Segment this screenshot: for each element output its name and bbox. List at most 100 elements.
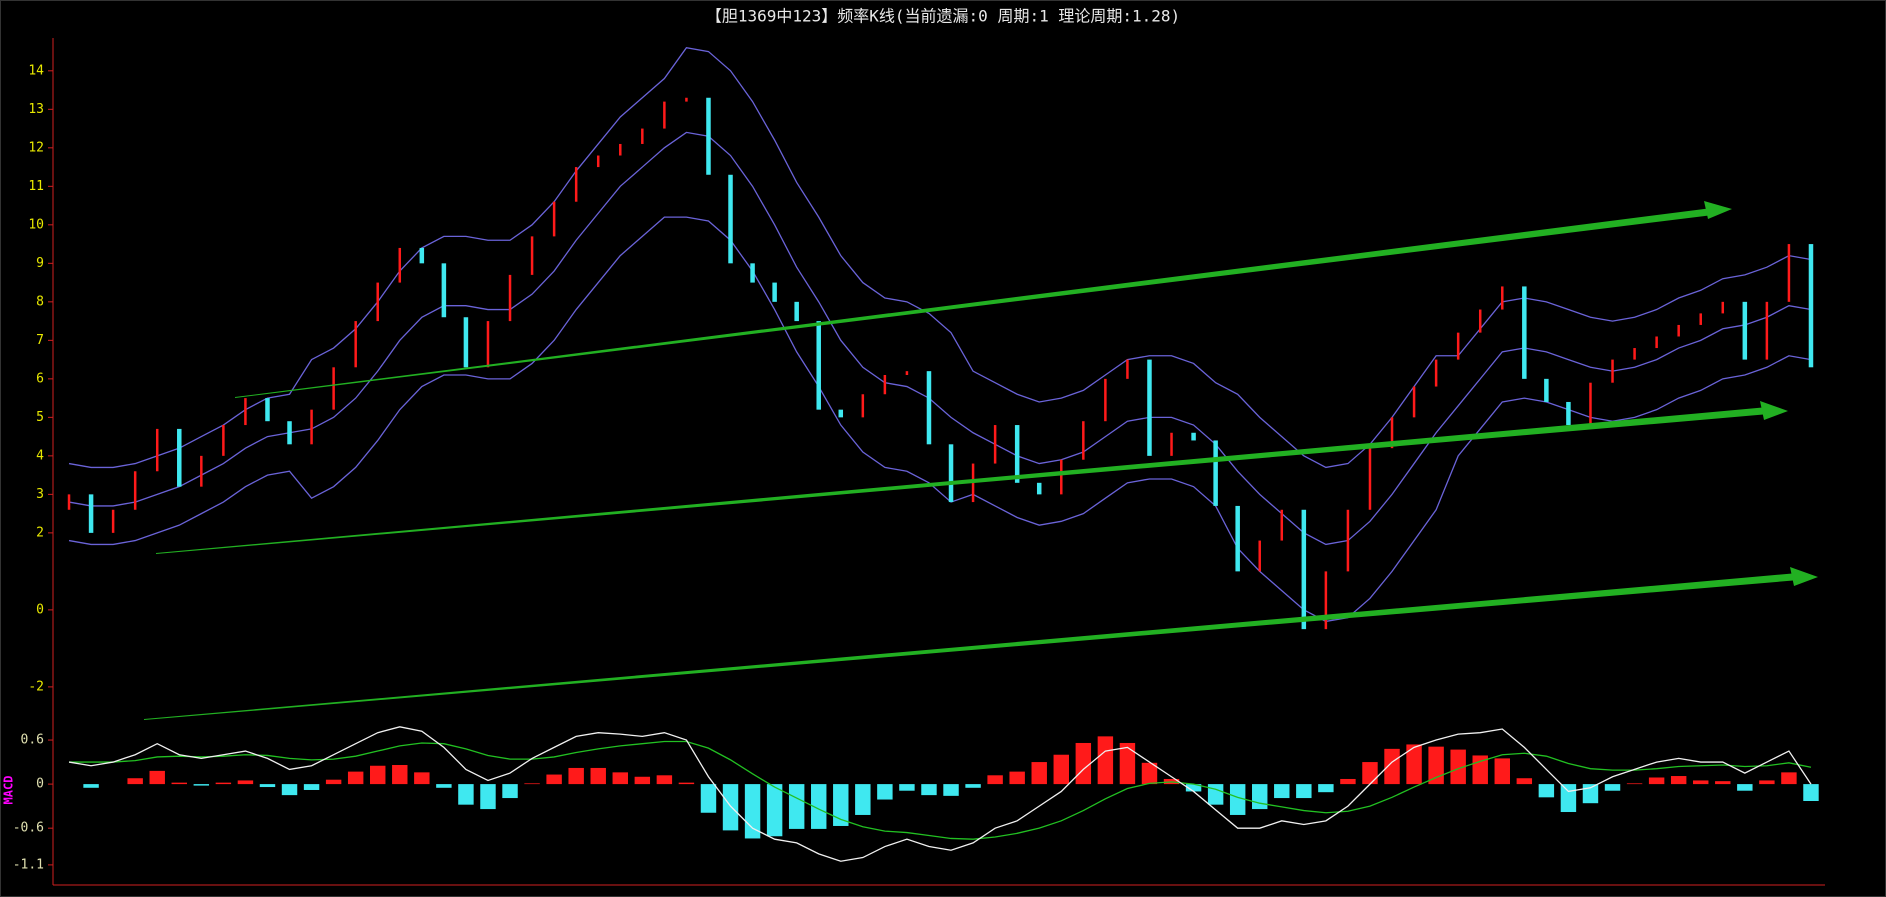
- histogram-bar: [414, 772, 430, 785]
- y-tick-label: 9: [36, 256, 44, 271]
- y-tick-label: 5: [36, 410, 44, 425]
- histogram-bar: [127, 778, 143, 785]
- histogram-bar: [1538, 784, 1555, 798]
- candle: [993, 425, 997, 464]
- histogram-bar: [1560, 784, 1577, 813]
- histogram-bar: [833, 784, 849, 826]
- candle: [685, 97, 688, 102]
- candle: [1014, 425, 1020, 483]
- candle: [1036, 482, 1042, 495]
- histogram-bar: [458, 784, 474, 805]
- y-tick-label: 4: [36, 448, 44, 463]
- histogram-bar: [1274, 784, 1290, 799]
- line: [68, 46, 1812, 469]
- candle: [728, 174, 733, 264]
- candle: [926, 371, 932, 445]
- histogram-bar: [370, 765, 386, 785]
- candle: [574, 167, 578, 202]
- histogram-bar: [811, 784, 827, 829]
- candle: [1412, 386, 1416, 418]
- histogram-bar: [392, 765, 408, 785]
- candle: [1301, 509, 1307, 630]
- chart-title: 【胆1369中123】频率K线(当前遗漏:0 周期:1 理论周期:1.28): [706, 7, 1180, 26]
- histogram-bar: [1362, 762, 1378, 785]
- histogram-bar: [921, 784, 937, 796]
- histogram-bar: [1119, 742, 1136, 785]
- candle: [838, 409, 844, 418]
- histogram-bar: [1075, 742, 1092, 785]
- y-tick-label: -0.6: [13, 821, 44, 836]
- candle: [794, 301, 799, 322]
- histogram-bar: [1715, 781, 1731, 785]
- candle: [1191, 432, 1196, 441]
- y-tick-label: 12: [28, 140, 44, 155]
- arrow-head: [1704, 201, 1732, 219]
- candle: [1324, 571, 1328, 630]
- y-tick-label: 13: [28, 102, 44, 117]
- histogram-bar: [1009, 771, 1025, 785]
- histogram-bar: [656, 775, 673, 785]
- candle: [1368, 448, 1372, 510]
- candle: [486, 321, 490, 368]
- histogram-bar: [1494, 758, 1510, 785]
- y-tick-label: 8: [36, 294, 44, 309]
- histogram-bar: [1185, 784, 1202, 792]
- histogram-bar: [1318, 784, 1334, 793]
- candle: [376, 282, 379, 322]
- histogram-bar: [1428, 746, 1444, 785]
- trend-arrow: [144, 573, 1799, 720]
- candle: [244, 398, 247, 426]
- candle: [1280, 509, 1284, 541]
- histogram-bar: [1670, 776, 1687, 785]
- histogram-bar: [1759, 780, 1775, 785]
- y-tick-label: 10: [28, 217, 44, 232]
- candle: [1765, 301, 1769, 360]
- histogram-bar: [788, 784, 805, 829]
- candle: [1522, 286, 1527, 379]
- candle: [1104, 378, 1107, 422]
- histogram-bar: [1604, 784, 1621, 791]
- candle: [88, 494, 94, 533]
- candle: [1126, 359, 1129, 379]
- histogram-bar: [766, 784, 783, 837]
- histogram-bar: [303, 784, 320, 790]
- y-tick-label: -2: [28, 679, 44, 694]
- candle: [1170, 432, 1173, 456]
- candle: [1699, 313, 1702, 325]
- histogram-bar: [524, 783, 540, 785]
- candle: [772, 282, 777, 302]
- y-tick-label: 11: [28, 179, 44, 194]
- candle: [133, 471, 137, 510]
- histogram-bar: [347, 771, 364, 785]
- candle: [530, 236, 534, 275]
- candle: [67, 494, 71, 510]
- histogram-bar: [502, 784, 518, 799]
- y-tick-label: 6: [36, 371, 44, 386]
- histogram-bar: [1097, 736, 1114, 785]
- plot-area: -2 0 2 3 4 5 6 7 8 9 10 11 12 13 14 0.6 0 -0.6 -1.1: [13, 46, 1819, 872]
- candle: [948, 444, 954, 503]
- line: [68, 216, 1812, 623]
- candle: [1235, 505, 1240, 572]
- y-tick-label: -1.1: [13, 857, 44, 872]
- candle: [1213, 440, 1218, 506]
- candle: [905, 371, 909, 375]
- candle: [552, 201, 556, 237]
- candle: [310, 409, 313, 445]
- line: [69, 740, 1812, 840]
- y-tick-label: 0.6: [21, 733, 44, 748]
- candle: [111, 509, 115, 533]
- candle: [222, 425, 225, 456]
- y-tick-label: 0: [36, 777, 44, 792]
- histogram-bar: [1803, 784, 1819, 801]
- arrow-head: [1790, 567, 1818, 586]
- candle: [398, 247, 402, 283]
- histogram-bar: [1582, 784, 1599, 804]
- candle: [596, 155, 600, 168]
- histogram-bar: [1516, 778, 1533, 785]
- candle: [354, 321, 357, 368]
- histogram-bar: [1207, 784, 1224, 805]
- histogram-bar: [1648, 777, 1665, 785]
- histogram-bar: [83, 784, 99, 788]
